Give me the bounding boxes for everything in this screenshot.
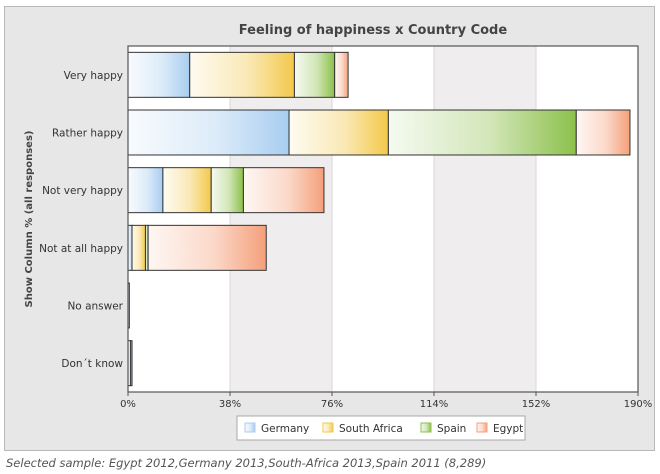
bar-spain-very-happy[interactable] [293, 51, 336, 98]
bar-south-africa-don-t-know[interactable] [130, 340, 133, 387]
grid-band [434, 46, 536, 392]
x-tick-label: 152% [522, 399, 551, 410]
category-label-no-answer: No answer [67, 301, 123, 313]
category-label-very-happy: Very happy [64, 70, 123, 82]
bar-egypt-not-at-all-happy[interactable] [147, 224, 267, 271]
selected-sample-footer: Selected sample: Egypt 2012,Germany 2013… [6, 456, 487, 470]
legend-swatch-south-africa [322, 422, 334, 433]
legend-item-south-africa[interactable]: South Africa [322, 422, 403, 435]
bar-germany-rather-happy[interactable] [127, 109, 290, 156]
category-label-don-t-know: Don´t know [61, 358, 123, 370]
plot-border [127, 45, 639, 393]
bar-germany-very-happy[interactable] [127, 51, 191, 98]
bar-germany-not-at-all-happy[interactable] [127, 224, 133, 271]
x-tick-label: 114% [420, 399, 449, 410]
y-axis-title: Show Column % (all responses) [24, 131, 35, 308]
legend-label-south-africa: South Africa [339, 423, 403, 435]
legend-swatch-germany [244, 422, 256, 433]
bar-spain-rather-happy[interactable] [387, 109, 577, 156]
legend-item-spain[interactable]: Spain [420, 422, 466, 435]
legend-item-germany[interactable]: Germany [244, 422, 309, 435]
legend-swatch-egypt [476, 422, 488, 433]
legend-item-egypt[interactable]: Egypt [476, 422, 523, 435]
x-tick-label: 0% [120, 399, 136, 410]
grid-band [230, 46, 332, 392]
bar-egypt-very-happy[interactable] [334, 51, 349, 98]
bar-spain-not-very-happy[interactable] [210, 167, 244, 214]
x-tick-label: 38% [219, 399, 241, 410]
bar-south-africa-rather-happy[interactable] [288, 109, 389, 156]
category-label-not-at-all-happy: Not at all happy [39, 243, 123, 255]
bar-germany-not-very-happy[interactable] [127, 167, 164, 214]
plot-area [128, 46, 638, 392]
bar-south-africa-very-happy[interactable] [189, 51, 295, 98]
x-tick-label: 190% [624, 399, 653, 410]
bar-egypt-not-very-happy[interactable] [242, 167, 325, 214]
chart-svg: Feeling of happiness x Country Code Very … [24, 23, 653, 441]
category-label-not-very-happy: Not very happy [42, 185, 123, 197]
legend-label-egypt: Egypt [493, 423, 523, 435]
legend-label-germany: Germany [261, 423, 309, 435]
chart-frame: Feeling of happiness x Country Code Very … [4, 6, 655, 451]
bar-egypt-rather-happy[interactable] [575, 109, 631, 156]
legend-swatch-spain [420, 422, 432, 433]
chart-title: Feeling of happiness x Country Code [239, 23, 508, 38]
legend-label-spain: Spain [437, 423, 466, 435]
x-tick-label: 76% [321, 399, 343, 410]
category-label-rather-happy: Rather happy [52, 128, 123, 140]
bar-south-africa-not-very-happy[interactable] [162, 167, 212, 214]
bar-south-africa-not-at-all-happy[interactable] [131, 224, 146, 271]
